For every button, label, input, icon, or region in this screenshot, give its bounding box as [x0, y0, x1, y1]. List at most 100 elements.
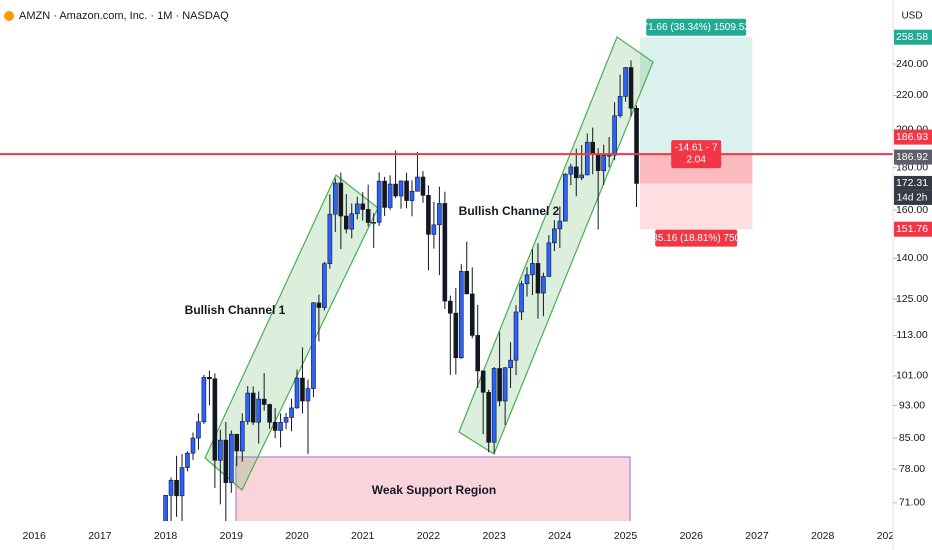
candle-body — [502, 367, 508, 402]
price-labels: 258.58 186.93 186.92 172.31 14d 2h 151.76 — [894, 29, 932, 237]
candle-body — [612, 115, 617, 156]
candle — [283, 413, 289, 430]
candle — [557, 206, 563, 249]
candle-body — [289, 407, 294, 418]
candle — [442, 191, 448, 310]
price-label: 151.76 — [896, 223, 928, 235]
annotation: Bullish Channel 1 — [185, 303, 286, 317]
support-region — [235, 456, 631, 521]
candle-body — [196, 421, 201, 439]
candle-body — [212, 378, 218, 461]
position-label: 35.16 (18.81%) 750 — [652, 233, 740, 244]
candle-body — [557, 220, 563, 230]
candle — [491, 367, 497, 454]
y-tick-label: 160.00 — [896, 204, 928, 216]
symbol-icon — [4, 11, 14, 21]
candle-body — [579, 174, 585, 179]
candle — [239, 413, 245, 462]
candle — [272, 407, 278, 439]
candle — [475, 304, 481, 388]
y-tick-label: 113.00 — [896, 329, 927, 341]
candle-body — [497, 368, 502, 402]
x-tick-label: 2018 — [154, 530, 178, 542]
price-label: 258.58 — [896, 31, 928, 43]
candle-body — [480, 370, 486, 393]
candle — [289, 398, 294, 432]
position-label-box — [655, 229, 738, 247]
candle — [628, 60, 634, 117]
candle-body — [272, 421, 278, 431]
x-tick-label: 2019 — [220, 530, 244, 542]
candle — [568, 163, 574, 186]
candle-body — [174, 479, 179, 497]
candle — [513, 305, 519, 376]
channel-2 — [458, 36, 654, 455]
x-tick-label: 2020 — [285, 530, 309, 542]
candle-body — [343, 215, 349, 230]
candle — [190, 432, 196, 460]
y-tick-label: 78.00 — [899, 463, 925, 475]
candle-body — [398, 180, 404, 197]
candle-body — [595, 153, 601, 172]
candle-body — [606, 154, 612, 157]
candle — [349, 203, 355, 239]
candle-body — [201, 377, 207, 423]
position-label: -14.61 - 7 — [675, 143, 718, 154]
candle-body — [458, 271, 464, 359]
x-tick-label: 2026 — [680, 530, 704, 542]
candle-body — [535, 263, 541, 294]
candle — [228, 430, 234, 493]
candle — [174, 455, 179, 517]
candle — [218, 429, 223, 505]
plot-area: 71.66 (38.34%) 1509.53 -14.61 - 72.04 35.1… — [0, 18, 893, 521]
candle — [437, 186, 442, 276]
candle-body — [349, 213, 355, 230]
price-label-box — [894, 129, 932, 145]
candle-body — [278, 421, 283, 431]
candle-body — [250, 392, 256, 423]
candle — [360, 192, 366, 221]
candle — [617, 74, 623, 118]
x-tick-label: 2025 — [614, 530, 638, 542]
candle-body — [584, 141, 590, 176]
candle — [398, 180, 404, 209]
candle — [486, 389, 491, 453]
price-label: 186.93 — [896, 131, 928, 143]
candle-body — [218, 439, 223, 461]
candle-body — [634, 107, 639, 184]
candle-body — [382, 180, 387, 208]
candle-body — [563, 173, 568, 222]
x-tick-label: 2023 — [482, 530, 506, 542]
candle — [234, 433, 240, 467]
candle-body — [426, 195, 431, 235]
price-label: 186.92 — [896, 151, 928, 163]
candle-body — [267, 404, 272, 423]
candle — [365, 184, 371, 227]
candle — [601, 144, 606, 186]
candle-body — [365, 209, 371, 223]
candle — [333, 178, 338, 232]
candle — [623, 67, 628, 102]
candle — [250, 386, 256, 426]
candle — [535, 243, 541, 319]
price-label-box — [894, 29, 932, 45]
candle — [261, 373, 267, 411]
candle — [519, 280, 524, 321]
time-axis: 2016 2017 2018 2019 2020 2021 2022 2023 2024 2025… — [22, 530, 900, 542]
x-tick-label: 2027 — [745, 530, 769, 542]
candle — [223, 421, 229, 521]
candle-body — [261, 398, 267, 405]
candle — [420, 171, 426, 203]
candle-body — [573, 166, 579, 179]
countdown-box — [894, 190, 932, 205]
price-label-box — [894, 221, 932, 237]
overlay: 71.66 (38.34%) 1509.53 -14.61 - 72.04 35.1… — [0, 18, 893, 247]
candle — [546, 235, 552, 277]
candle — [371, 213, 376, 248]
position-label-box — [671, 140, 722, 169]
candle-body — [519, 283, 524, 313]
candle — [179, 454, 185, 521]
candle-body — [322, 263, 327, 308]
candle-body — [333, 182, 338, 215]
